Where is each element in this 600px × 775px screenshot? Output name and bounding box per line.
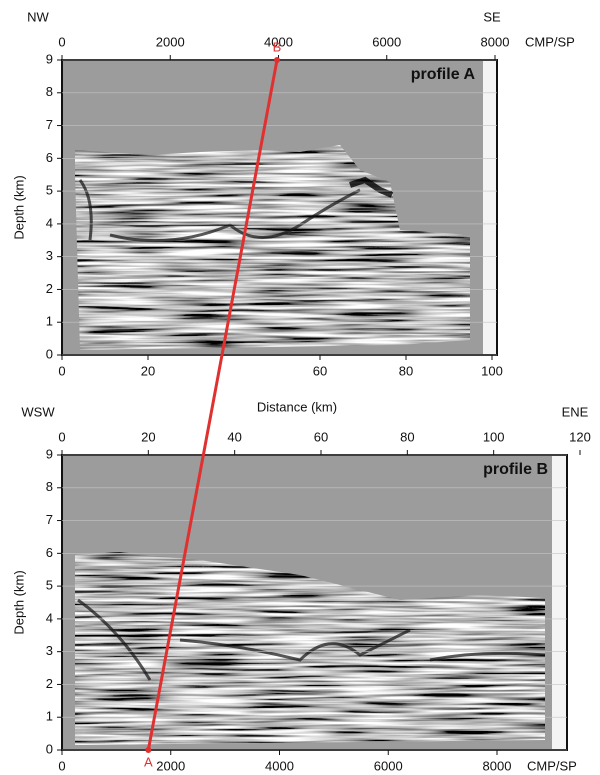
y-tick-label: 5 <box>46 578 53 593</box>
y-tick-label: 4 <box>46 215 53 230</box>
y-tick-label: 3 <box>46 248 53 263</box>
direction-label: SE <box>483 9 501 24</box>
y-tick-label: 6 <box>46 150 53 165</box>
x-tick-label: 60 <box>314 429 328 444</box>
y-tick-label: 9 <box>46 51 53 66</box>
y-tick-label: 4 <box>46 610 53 625</box>
y-tick-label: 2 <box>46 676 53 691</box>
x-tick-label: 0 <box>58 758 65 773</box>
y-tick-label: 6 <box>46 545 53 560</box>
direction-label: NW <box>27 9 49 24</box>
tie-line <box>146 59 279 751</box>
y-tick-label: 7 <box>46 117 53 132</box>
margin <box>552 456 566 749</box>
x-tick-label: 20 <box>141 429 155 444</box>
x-tick-label: 40 <box>227 429 241 444</box>
x-tick-label: 4000 <box>265 758 294 773</box>
y-tick-label: 0 <box>46 346 53 361</box>
x-tick-label: 2000 <box>156 758 185 773</box>
y-tick-label: 2 <box>46 281 53 296</box>
tie-point <box>145 747 152 753</box>
axis-unit: CMP/SP <box>525 34 575 49</box>
y-tick-label: 8 <box>46 479 53 494</box>
y-axis-label: Depth (km) <box>11 175 26 239</box>
x-tick-label: 6000 <box>374 758 403 773</box>
x-tick-label: 0 <box>58 363 65 378</box>
x-tick-label: 4000 <box>264 34 293 49</box>
axis-unit: CMP/SP <box>527 758 577 773</box>
y-axis-label: Depth (km) <box>11 570 26 634</box>
y-tick-label: 9 <box>46 446 53 461</box>
x-tick-label: 0 <box>58 429 65 444</box>
y-tick-label: 0 <box>46 741 53 756</box>
reflector <box>77 598 546 681</box>
direction-label: WSW <box>21 404 55 419</box>
reflector <box>349 176 394 198</box>
y-tick-label: 5 <box>46 183 53 198</box>
x-tick-label: 8000 <box>481 34 510 49</box>
y-tick-label: 8 <box>46 84 53 99</box>
x-tick-label: 8000 <box>483 758 512 773</box>
x-tick-label: 6000 <box>372 34 401 49</box>
seismic-section <box>75 145 470 350</box>
reflector <box>78 179 361 243</box>
x-tick-label: 80 <box>399 363 413 378</box>
y-tick-label: 7 <box>46 512 53 527</box>
x-tick-label: 80 <box>400 429 414 444</box>
margin <box>483 61 496 354</box>
tie-label: A <box>144 754 153 769</box>
x-tick-label: 100 <box>481 363 503 378</box>
x-tick-label: 120 <box>569 429 591 444</box>
y-tick-label: 3 <box>46 643 53 658</box>
y-tick-label: 1 <box>46 314 53 329</box>
x-tick-label: 2000 <box>156 34 185 49</box>
tie-label: B <box>273 39 282 54</box>
x-tick-label: 20 <box>141 363 155 378</box>
x-tick-label: 0 <box>58 34 65 49</box>
x-tick-label: 100 <box>483 429 505 444</box>
seismic-section <box>75 552 545 745</box>
tie-point <box>274 57 280 63</box>
x-tick-label: 60 <box>313 363 327 378</box>
panel-title: profile A <box>411 66 476 83</box>
x-axis-label: Distance (km) <box>257 399 337 414</box>
y-tick-label: 1 <box>46 709 53 724</box>
direction-label: ENE <box>562 404 589 419</box>
panel-title: profile B <box>483 461 548 478</box>
